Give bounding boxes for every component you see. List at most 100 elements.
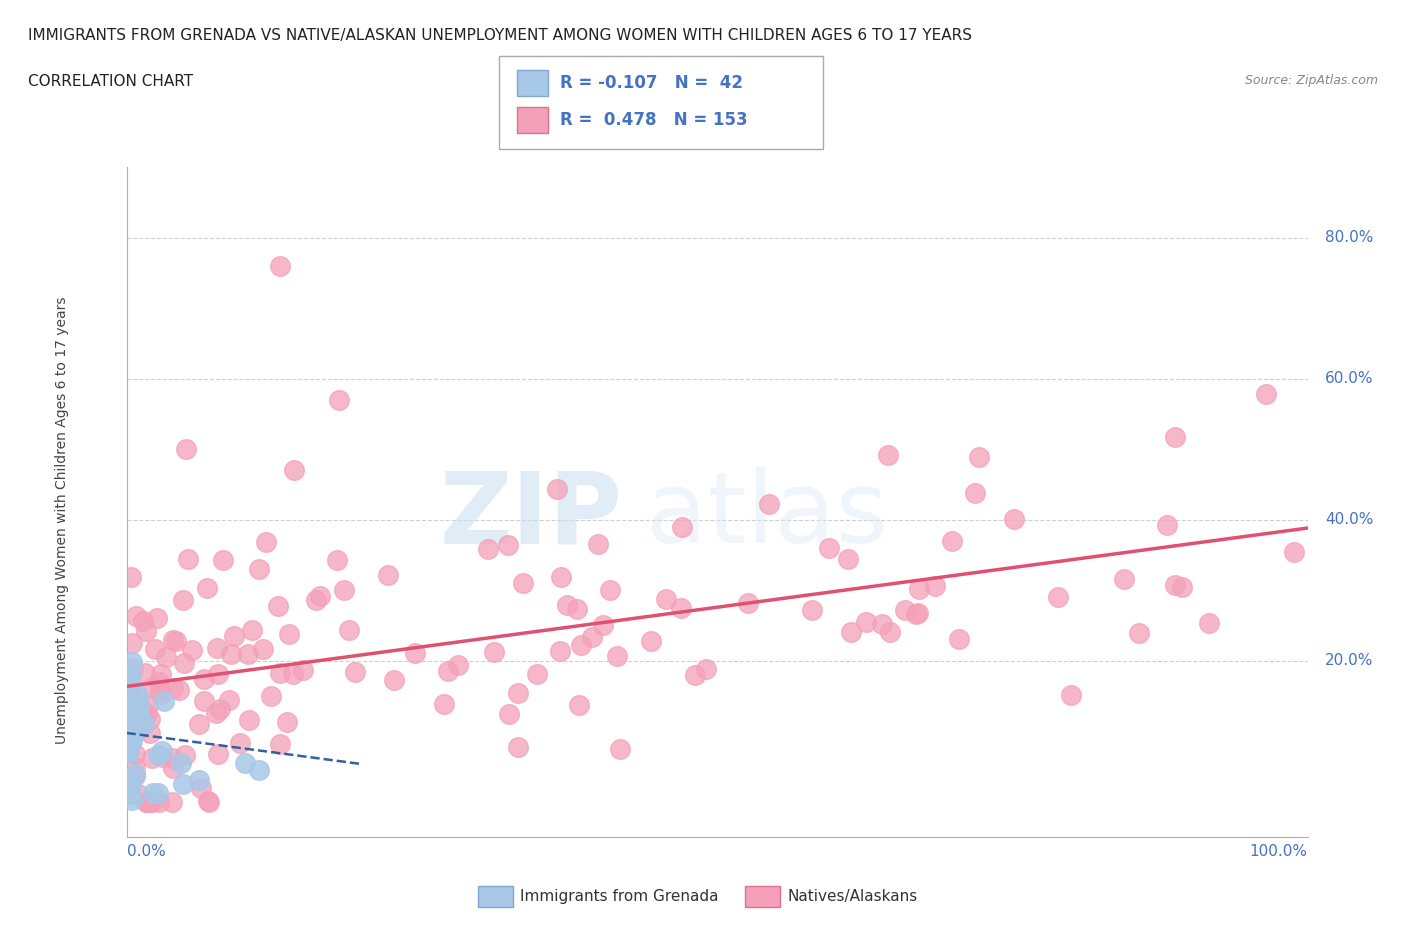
Point: [141, 794, 163, 809]
Point: [228, 736, 250, 751]
Point: [162, 632, 184, 647]
Point: [205, 640, 228, 655]
Point: [120, 703, 142, 718]
Point: [344, 664, 367, 679]
Point: [121, 655, 143, 670]
Point: [118, 737, 141, 751]
Point: [148, 786, 170, 801]
Point: [496, 538, 519, 552]
Point: [758, 497, 780, 512]
Point: [128, 692, 150, 707]
Point: [121, 793, 143, 808]
Point: [482, 644, 505, 659]
Point: [134, 665, 156, 680]
Point: [967, 450, 990, 465]
Point: [233, 755, 256, 770]
Point: [149, 683, 172, 698]
Point: [965, 485, 987, 500]
Point: [855, 615, 877, 630]
Point: [148, 747, 170, 762]
Point: [695, 661, 717, 676]
Point: [671, 520, 693, 535]
Point: [1282, 544, 1305, 559]
Text: 40.0%: 40.0%: [1326, 512, 1374, 527]
Point: [127, 724, 149, 738]
Point: [837, 551, 859, 566]
Point: [446, 658, 468, 672]
Point: [188, 773, 211, 788]
Point: [205, 705, 228, 720]
Point: [269, 259, 291, 273]
Point: [433, 697, 456, 711]
Point: [219, 646, 242, 661]
Point: [124, 768, 146, 783]
Point: [841, 624, 863, 639]
Point: [122, 720, 145, 735]
Point: [172, 592, 194, 607]
Point: [150, 666, 173, 681]
Point: [150, 686, 173, 701]
Point: [377, 568, 399, 583]
Text: atlas: atlas: [647, 467, 887, 565]
Point: [120, 687, 142, 702]
Point: [325, 552, 347, 567]
Point: [174, 442, 197, 457]
Point: [118, 746, 141, 761]
Point: [145, 610, 167, 625]
Point: [240, 622, 263, 637]
Point: [207, 667, 229, 682]
Text: 20.0%: 20.0%: [1326, 653, 1374, 669]
Point: [581, 630, 603, 644]
Text: 60.0%: 60.0%: [1326, 371, 1374, 386]
Point: [122, 724, 145, 738]
Point: [162, 681, 184, 696]
Point: [155, 649, 177, 664]
Point: [124, 746, 146, 761]
Point: [1164, 430, 1187, 445]
Point: [404, 645, 426, 660]
Point: [260, 688, 283, 703]
Point: [153, 694, 176, 709]
Point: [138, 794, 160, 809]
Text: Immigrants from Grenada: Immigrants from Grenada: [520, 889, 718, 904]
Point: [118, 665, 141, 680]
Point: [197, 794, 219, 809]
Point: [550, 570, 572, 585]
Point: [879, 625, 901, 640]
Text: 100.0%: 100.0%: [1250, 844, 1308, 859]
Text: 80.0%: 80.0%: [1326, 231, 1374, 246]
Point: [197, 793, 219, 808]
Point: [1198, 616, 1220, 631]
Point: [567, 602, 589, 617]
Point: [904, 607, 927, 622]
Point: [568, 698, 591, 712]
Point: [121, 728, 143, 743]
Point: [135, 794, 157, 809]
Point: [569, 638, 592, 653]
Point: [907, 605, 929, 620]
Point: [1254, 387, 1277, 402]
Point: [477, 542, 499, 557]
Point: [136, 707, 159, 722]
Point: [333, 582, 356, 597]
Text: Natives/Alaskans: Natives/Alaskans: [787, 889, 918, 904]
Point: [121, 733, 143, 748]
Point: [339, 622, 361, 637]
Point: [115, 712, 138, 727]
Point: [548, 644, 571, 658]
Point: [193, 693, 215, 708]
Point: [586, 537, 609, 551]
Point: [222, 629, 245, 644]
Point: [134, 708, 156, 723]
Point: [125, 608, 148, 623]
Point: [121, 635, 143, 650]
Point: [924, 578, 946, 593]
Text: R =  0.478   N = 153: R = 0.478 N = 153: [560, 111, 747, 129]
Point: [252, 642, 274, 657]
Point: [132, 614, 155, 629]
Point: [506, 686, 529, 701]
Point: [281, 667, 304, 682]
Point: [546, 482, 568, 497]
Point: [165, 633, 187, 648]
Point: [1112, 572, 1135, 587]
